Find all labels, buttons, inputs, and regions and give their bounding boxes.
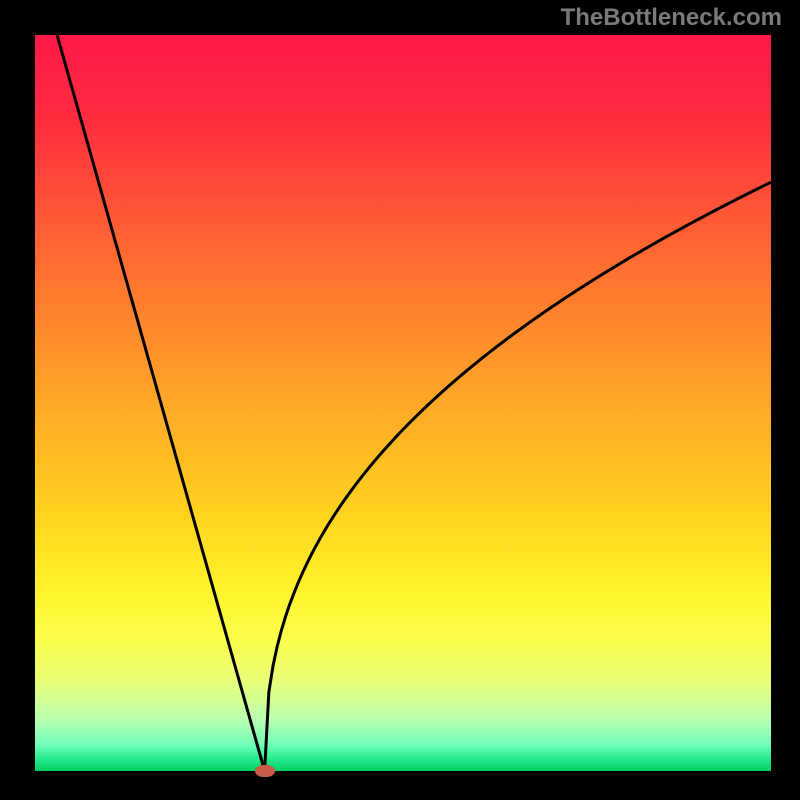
bottleneck-curve bbox=[35, 35, 771, 771]
plot-area bbox=[35, 35, 771, 771]
watermark-text: TheBottleneck.com bbox=[561, 4, 782, 32]
optimum-marker bbox=[255, 765, 275, 777]
